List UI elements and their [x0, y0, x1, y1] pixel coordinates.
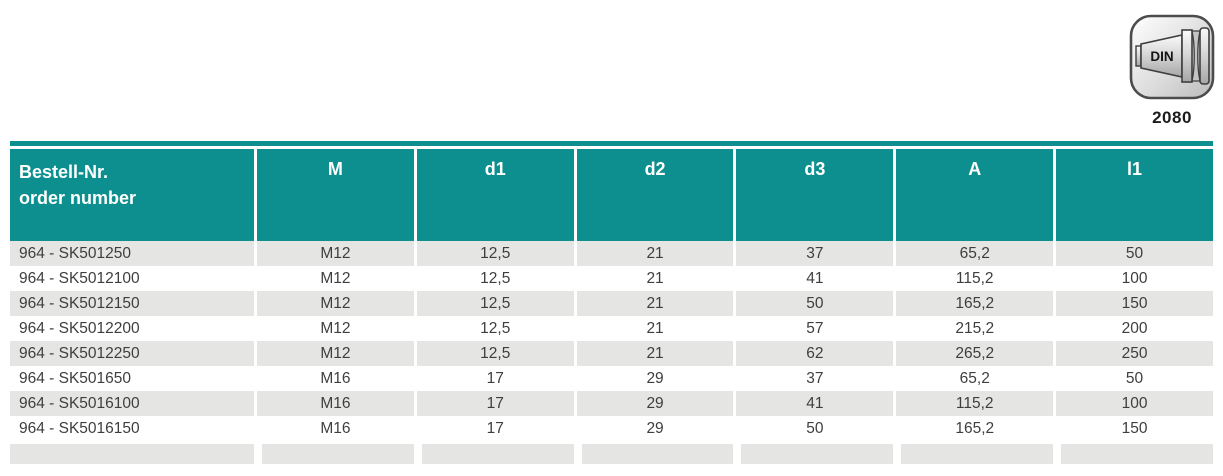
m-cell: M12	[254, 291, 414, 316]
order-number-cell: 964 - SK5016100	[10, 391, 254, 416]
header-M: M	[254, 149, 414, 241]
d3-cell: 50	[733, 291, 894, 316]
header-A: A	[893, 149, 1054, 241]
table-row: 964 - SK501250 M12 12,5 21 37 65,2 50	[10, 241, 1213, 266]
d1-cell: 12,5	[413, 291, 574, 316]
d1-cell: 17	[413, 366, 574, 391]
a-cell: 115,2	[893, 266, 1054, 291]
d1-cell: 12,5	[413, 241, 574, 266]
empty-cell	[573, 444, 734, 464]
order-number-cell: 964 - SK5012250	[10, 341, 254, 366]
table-row: 964 - SK5016150 M16 17 29 50 165,2 150	[10, 416, 1213, 441]
m-cell: M16	[254, 366, 414, 391]
table-row: 964 - SK5016100 M16 17 29 41 115,2 100	[10, 391, 1213, 416]
a-cell: 115,2	[893, 391, 1054, 416]
din-number: 2080	[1152, 108, 1192, 127]
d3-cell: 62	[733, 341, 894, 366]
table-header-row: Bestell-Nr. order number M d1 d2 d3 A l1	[10, 149, 1213, 241]
l1-cell: 250	[1053, 341, 1213, 366]
din-2080-badge: DIN 2080	[1128, 14, 1216, 128]
l1-cell: 50	[1053, 241, 1213, 266]
a-cell: 165,2	[893, 416, 1054, 441]
header-order-number: Bestell-Nr. order number	[10, 149, 254, 241]
table-row: 964 - SK5012250 M12 12,5 21 62 265,2 250	[10, 341, 1213, 366]
empty-cell	[10, 444, 254, 464]
a-cell: 65,2	[893, 366, 1054, 391]
l1-cell: 100	[1053, 266, 1213, 291]
header-l1: l1	[1053, 149, 1213, 241]
d2-cell: 21	[573, 316, 734, 341]
dimension-table: Bestell-Nr. order number M d1 d2 d3 A l1…	[10, 141, 1213, 464]
l1-cell: 150	[1053, 291, 1213, 316]
m-cell: M16	[254, 416, 414, 441]
order-number-cell: 964 - SK5012200	[10, 316, 254, 341]
d2-cell: 21	[573, 241, 734, 266]
m-cell: M12	[254, 266, 414, 291]
header-d1: d1	[413, 149, 574, 241]
order-number-cell: 964 - SK501650	[10, 366, 254, 391]
header-d2: d2	[573, 149, 734, 241]
empty-cell	[1053, 444, 1213, 464]
d2-cell: 21	[573, 341, 734, 366]
l1-cell: 50	[1053, 366, 1213, 391]
m-cell: M12	[254, 341, 414, 366]
order-number-cell: 964 - SK5012100	[10, 266, 254, 291]
header-order-number-en: order number	[19, 188, 137, 208]
a-cell: 265,2	[893, 341, 1054, 366]
d1-cell: 12,5	[413, 266, 574, 291]
din-taper-icon: DIN	[1129, 14, 1215, 100]
empty-cell	[254, 444, 414, 464]
l1-cell: 150	[1053, 416, 1213, 441]
d3-cell: 57	[733, 316, 894, 341]
header-order-number-de: Bestell-Nr.	[19, 162, 109, 182]
l1-cell: 200	[1053, 316, 1213, 341]
d1-cell: 12,5	[413, 316, 574, 341]
m-cell: M12	[254, 316, 414, 341]
din-label: DIN	[1150, 49, 1173, 64]
d2-cell: 29	[573, 416, 734, 441]
empty-cell	[413, 444, 574, 464]
m-cell: M12	[254, 241, 414, 266]
header-d3: d3	[733, 149, 894, 241]
d3-cell: 37	[733, 241, 894, 266]
d3-cell: 37	[733, 366, 894, 391]
d1-cell: 17	[413, 416, 574, 441]
a-cell: 165,2	[893, 291, 1054, 316]
d1-cell: 12,5	[413, 341, 574, 366]
d1-cell: 17	[413, 391, 574, 416]
table-row: 964 - SK5012100 M12 12,5 21 41 115,2 100	[10, 266, 1213, 291]
table-top-bar	[10, 141, 1213, 146]
d2-cell: 29	[573, 391, 734, 416]
d3-cell: 50	[733, 416, 894, 441]
m-cell: M16	[254, 391, 414, 416]
d2-cell: 29	[573, 366, 734, 391]
d2-cell: 21	[573, 266, 734, 291]
d2-cell: 21	[573, 291, 734, 316]
table-empty-row	[10, 444, 1213, 464]
empty-cell	[733, 444, 894, 464]
order-number-cell: 964 - SK5012150	[10, 291, 254, 316]
a-cell: 215,2	[893, 316, 1054, 341]
a-cell: 65,2	[893, 241, 1054, 266]
d3-cell: 41	[733, 266, 894, 291]
empty-cell	[893, 444, 1054, 464]
table-row: 964 - SK5012150 M12 12,5 21 50 165,2 150	[10, 291, 1213, 316]
table-row: 964 - SK501650 M16 17 29 37 65,2 50	[10, 366, 1213, 391]
order-number-cell: 964 - SK5016150	[10, 416, 254, 441]
order-number-cell: 964 - SK501250	[10, 241, 254, 266]
d3-cell: 41	[733, 391, 894, 416]
table-row: 964 - SK5012200 M12 12,5 21 57 215,2 200	[10, 316, 1213, 341]
l1-cell: 100	[1053, 391, 1213, 416]
